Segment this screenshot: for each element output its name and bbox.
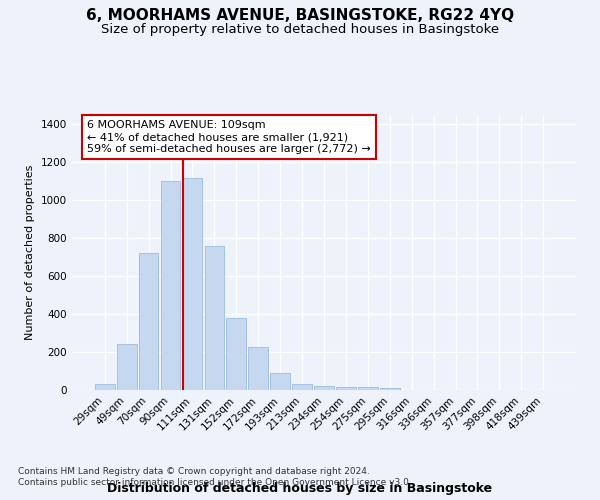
Text: 6 MOORHAMS AVENUE: 109sqm
← 41% of detached houses are smaller (1,921)
59% of se: 6 MOORHAMS AVENUE: 109sqm ← 41% of detac… [87,120,371,154]
Bar [182,178,202,390]
Bar [248,348,268,390]
Bar [95,384,115,390]
Bar [139,254,158,390]
Bar [336,387,356,390]
Bar [380,388,400,390]
Bar [205,246,224,390]
Y-axis label: Number of detached properties: Number of detached properties [25,165,35,340]
Text: Distribution of detached houses by size in Basingstoke: Distribution of detached houses by size … [107,482,493,495]
Text: Size of property relative to detached houses in Basingstoke: Size of property relative to detached ho… [101,22,499,36]
Bar [161,182,181,390]
Bar [117,344,137,390]
Bar [358,387,378,390]
Bar [314,386,334,390]
Bar [226,318,246,390]
Text: Contains HM Land Registry data © Crown copyright and database right 2024.
Contai: Contains HM Land Registry data © Crown c… [18,468,412,487]
Bar [270,373,290,390]
Bar [292,384,312,390]
Text: 6, MOORHAMS AVENUE, BASINGSTOKE, RG22 4YQ: 6, MOORHAMS AVENUE, BASINGSTOKE, RG22 4Y… [86,8,514,22]
